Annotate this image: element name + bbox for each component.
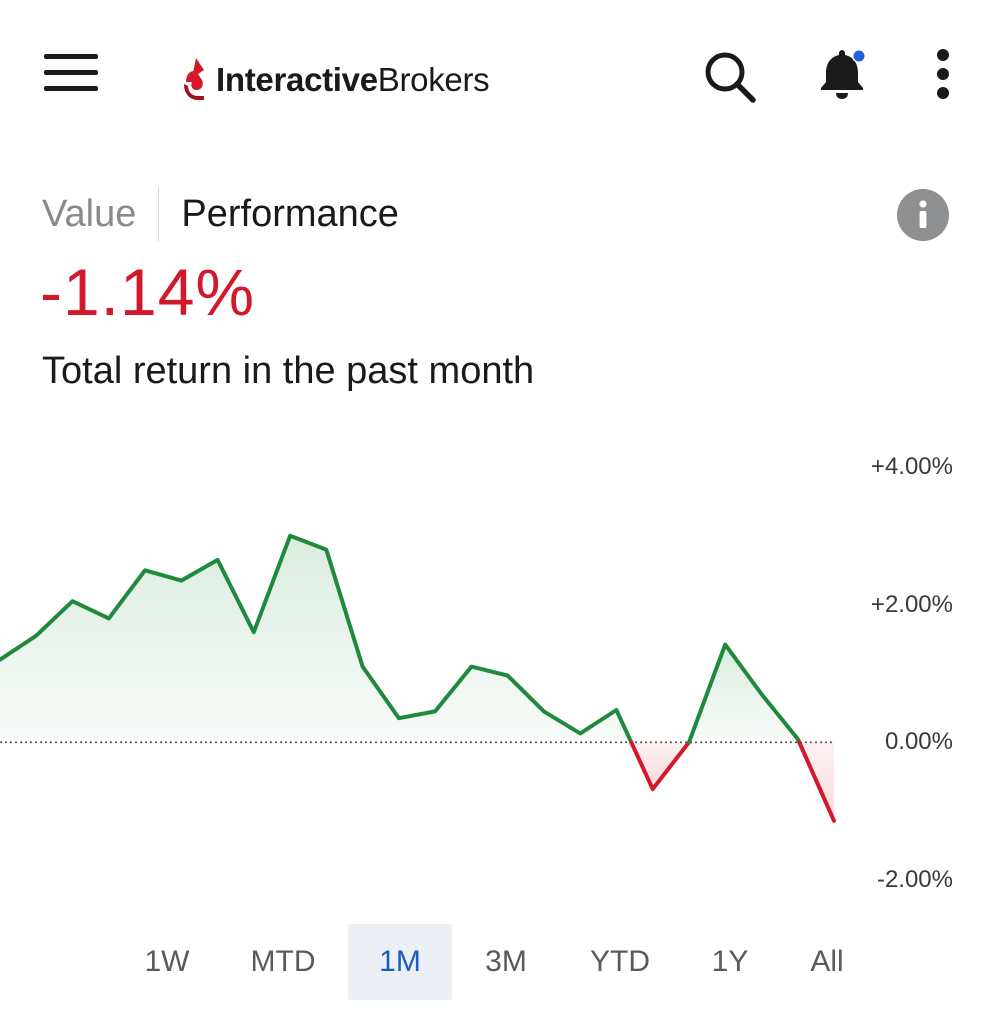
- tab-performance[interactable]: Performance: [181, 192, 399, 235]
- gain-area-0: [0, 535, 632, 743]
- y-tick-label: 0.00%: [884, 728, 953, 756]
- y-tick-label: +2.00%: [870, 590, 953, 618]
- top-app-bar: InteractiveBrokers: [0, 0, 989, 150]
- loss-line-segment-1: [629, 740, 691, 792]
- tab-divider: [158, 187, 160, 241]
- loss-line-segment-3: [797, 740, 836, 823]
- performance-chart: +4.00% +2.00% 0.00% -2.00%: [0, 440, 989, 910]
- time-range-selector: 1W MTD 1M 3M YTD 1Y All: [0, 922, 989, 1002]
- hamburger-menu-icon[interactable]: [44, 52, 102, 94]
- range-tab-1w[interactable]: 1W: [144, 945, 190, 978]
- range-tab-all[interactable]: All: [810, 945, 844, 978]
- range-tab-1y[interactable]: 1Y: [711, 945, 749, 978]
- gain-line-segment-0: [0, 533, 634, 745]
- range-tab-3m[interactable]: 3M: [485, 945, 527, 978]
- gain-line-segment-2: [687, 642, 802, 745]
- range-tab-1m[interactable]: 1M: [348, 924, 452, 1000]
- performance-chart-svg: [0, 533, 836, 823]
- total-return-caption: Total return in the past month: [42, 350, 535, 392]
- tab-value[interactable]: Value: [42, 192, 137, 235]
- logo-mark-icon: [184, 58, 204, 100]
- total-return-value: -1.14%: [40, 255, 256, 329]
- logo-text: InteractiveBrokers: [216, 61, 490, 98]
- view-toggle: Value Performance: [42, 186, 399, 242]
- more-options-icon[interactable]: [928, 46, 960, 102]
- range-tab-ytd[interactable]: YTD: [590, 945, 650, 978]
- search-icon[interactable]: [700, 46, 760, 106]
- range-tab-mtd[interactable]: MTD: [250, 945, 316, 978]
- notification-dot: [853, 50, 865, 62]
- info-icon[interactable]: [897, 189, 949, 241]
- y-tick-label: +4.00%: [870, 453, 953, 480]
- loss-area-1: [631, 742, 689, 790]
- y-tick-label: -2.00%: [876, 866, 953, 893]
- app-logo: InteractiveBrokers: [182, 50, 490, 110]
- notification-bell-icon[interactable]: [812, 44, 874, 104]
